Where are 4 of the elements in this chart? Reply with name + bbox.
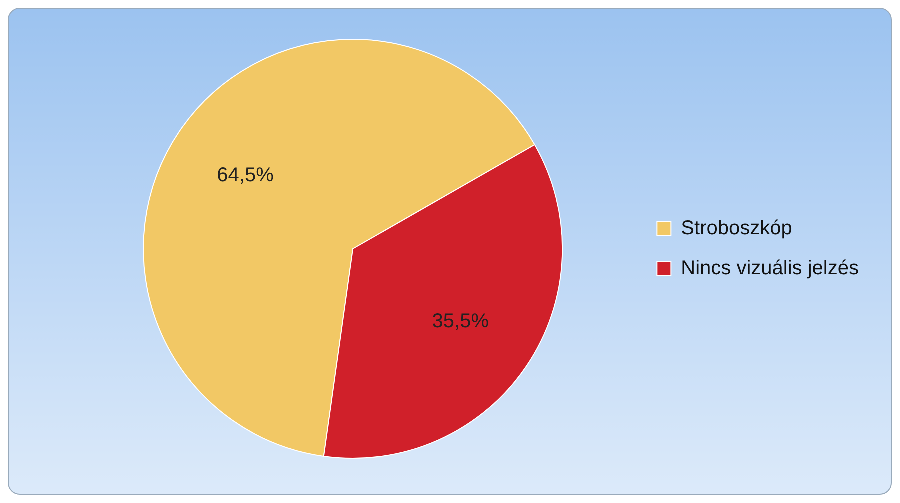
- data-label: 64,5%: [217, 164, 274, 187]
- data-label: 35,5%: [432, 310, 490, 332]
- legend-label: Nincs vizuális jelzés: [681, 258, 860, 280]
- legend-label: Stroboszkóp: [681, 218, 792, 240]
